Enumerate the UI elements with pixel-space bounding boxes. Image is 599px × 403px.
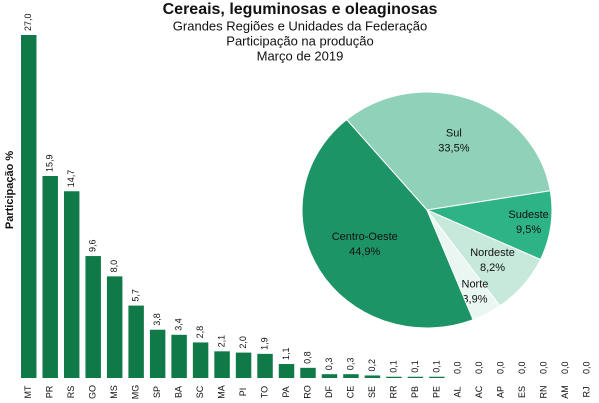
x-tick-label: AC — [474, 385, 484, 398]
x-tick-label: DF — [324, 386, 334, 398]
bar — [321, 374, 338, 378]
x-tick-label: RO — [302, 385, 312, 399]
slice-value-label: 3,9% — [462, 294, 487, 306]
y-axis-label: Participação % — [4, 151, 16, 229]
data-label: 2,0 — [238, 336, 248, 349]
data-label: 5,7 — [131, 289, 141, 302]
bar — [278, 364, 295, 378]
data-label: 0,0 — [539, 361, 549, 374]
x-tick-label: MA — [216, 385, 226, 399]
chart-subtitle: Grandes Regiões e Unidades da Federação — [173, 18, 427, 33]
x-tick-label: MS — [109, 385, 119, 399]
x-tick-label: AM — [560, 385, 570, 399]
data-label: 0,0 — [582, 361, 592, 374]
x-tick-label: SC — [195, 385, 205, 398]
slice-value-label: 9,5% — [516, 224, 541, 236]
data-label: 0,1 — [410, 360, 420, 373]
slice-label: Sul — [446, 127, 462, 139]
data-label: 1,9 — [259, 337, 269, 350]
x-tick-label: SP — [152, 386, 162, 398]
x-tick-label: RS — [66, 386, 76, 399]
x-tick-label: AL — [453, 386, 463, 397]
data-label: 2,8 — [195, 326, 205, 339]
x-tick-label: PI — [238, 388, 248, 397]
x-tick-label: GO — [88, 385, 98, 399]
pie-slice — [345, 91, 551, 211]
x-tick-label: PR — [45, 385, 55, 398]
bar — [106, 276, 123, 378]
bar — [42, 176, 58, 378]
bar — [429, 376, 445, 378]
bar — [257, 353, 273, 378]
x-tick-label: MT — [23, 385, 33, 398]
data-label: 0,3 — [324, 358, 334, 371]
data-label: 0,2 — [367, 359, 377, 372]
data-label: 3,8 — [152, 313, 162, 326]
x-tick-label: RN — [539, 386, 549, 399]
pie-slice — [425, 190, 553, 261]
bar — [128, 305, 144, 378]
bar — [364, 375, 381, 378]
slice-value-label: 8,2% — [480, 262, 505, 274]
bar — [214, 351, 230, 378]
bar — [235, 352, 252, 378]
data-label: 14,7 — [66, 170, 76, 188]
x-tick-label: AP — [496, 386, 506, 398]
slice-value-label: 33,5% — [438, 142, 469, 154]
x-tick-label: BA — [173, 386, 183, 398]
x-tick-label: CE — [345, 386, 355, 399]
slice-label: Norte — [462, 279, 489, 291]
chart-subtitle: Participação na produção — [226, 33, 373, 48]
data-label: 3,4 — [173, 318, 183, 331]
x-tick-label: MG — [131, 385, 141, 400]
data-label: 0,0 — [517, 361, 527, 374]
data-label: 0,1 — [431, 360, 441, 373]
data-label: 9,6 — [88, 240, 98, 253]
x-tick-label: PE — [431, 386, 441, 398]
data-label: 15,9 — [45, 154, 55, 172]
data-label: 0,3 — [345, 358, 355, 371]
bar — [63, 191, 80, 378]
slice-label: Nordeste — [470, 247, 515, 259]
data-label: 0,0 — [453, 361, 463, 374]
slice-value-label: 44,9% — [349, 246, 380, 258]
data-label: 0,1 — [388, 360, 398, 373]
data-label: 8,0 — [109, 260, 119, 273]
x-tick-label: RR — [388, 385, 398, 398]
bar — [300, 367, 316, 378]
data-label: 0,0 — [474, 361, 484, 374]
x-tick-label: TO — [259, 386, 269, 398]
bar — [149, 329, 166, 378]
pie-slice — [301, 118, 474, 329]
data-label: 2,1 — [216, 335, 226, 348]
bar — [85, 256, 101, 378]
bar — [407, 376, 424, 378]
data-label: 1,1 — [281, 348, 291, 361]
bar — [21, 35, 37, 378]
bar — [386, 376, 402, 378]
x-tick-label: ES — [517, 386, 527, 398]
x-tick-label: PA — [281, 386, 291, 397]
bar — [343, 374, 359, 378]
slice-label: Centro-Oeste — [332, 231, 398, 243]
bar — [171, 334, 187, 378]
chart-subtitle: Março de 2019 — [257, 48, 344, 63]
slice-label: Sudeste — [508, 209, 548, 221]
x-tick-label: RJ — [582, 387, 592, 398]
chart-title: Cereais, leguminosas e oleaginosas — [163, 1, 438, 18]
x-tick-label: SE — [367, 386, 377, 398]
x-tick-label: PB — [410, 386, 420, 398]
data-label: 0,0 — [560, 361, 570, 374]
data-label: 27,0 — [23, 13, 33, 31]
bar — [192, 342, 209, 378]
data-label: 0,0 — [496, 361, 506, 374]
data-label: 0,8 — [302, 351, 312, 364]
